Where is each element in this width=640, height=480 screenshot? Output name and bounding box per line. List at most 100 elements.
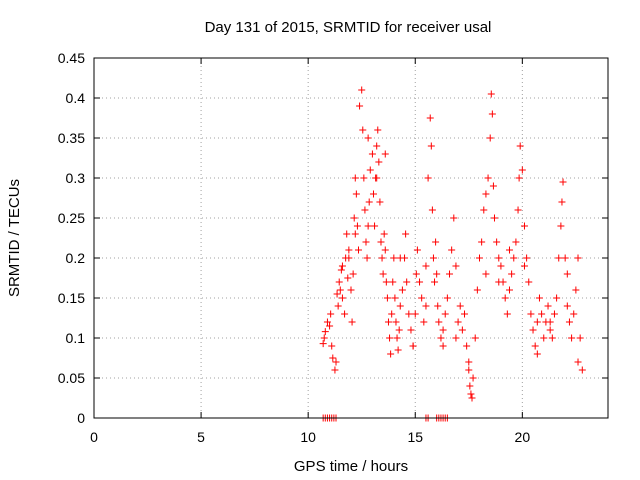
data-point — [390, 254, 398, 262]
data-point — [422, 262, 430, 270]
data-point — [501, 294, 509, 302]
data-point — [574, 254, 582, 262]
data-point — [435, 318, 443, 326]
data-point — [341, 310, 349, 318]
data-point — [563, 302, 571, 310]
data-point — [434, 302, 442, 310]
axis-ticks: 0 0.05 0.1 0.15 0.2 0.25 0.3 0.35 0.4 0.45 0 5 10 15 2… — [58, 50, 608, 445]
data-point — [446, 270, 454, 278]
y-tick-label: 0 — [77, 410, 85, 426]
data-point — [376, 198, 384, 206]
data-point — [405, 310, 413, 318]
data-point — [368, 150, 376, 158]
data-point — [356, 102, 364, 110]
data-point — [429, 254, 437, 262]
data-point — [345, 254, 353, 262]
data-point — [382, 278, 390, 286]
data-point — [505, 286, 513, 294]
data-point — [366, 166, 374, 174]
data-point — [418, 294, 426, 302]
data-point — [354, 246, 362, 254]
data-point — [565, 318, 573, 326]
data-point — [450, 214, 458, 222]
data-point — [482, 270, 490, 278]
data-point — [484, 174, 492, 182]
data-point — [463, 342, 471, 350]
data-point — [348, 318, 356, 326]
data-point — [508, 270, 516, 278]
data-point — [428, 206, 436, 214]
data-point — [495, 278, 503, 286]
y-tick-label: 0.3 — [66, 170, 86, 186]
data-point — [503, 310, 511, 318]
data-point — [391, 294, 399, 302]
data-point — [360, 174, 368, 182]
data-point — [374, 126, 382, 134]
data-point — [394, 346, 402, 354]
data-point — [333, 290, 341, 298]
data-point — [392, 318, 400, 326]
data-point — [495, 254, 503, 262]
data-point — [358, 86, 366, 94]
data-point — [337, 266, 345, 274]
y-axis-label: SRMTID / TECUs — [6, 179, 23, 297]
data-point — [328, 342, 336, 350]
data-point — [572, 286, 580, 294]
data-point — [458, 326, 466, 334]
data-point — [427, 142, 435, 150]
data-point — [361, 206, 369, 214]
data-point — [465, 366, 473, 374]
data-point — [512, 238, 520, 246]
data-point — [452, 262, 460, 270]
data-point — [437, 334, 445, 342]
y-tick-label: 0.4 — [66, 90, 86, 106]
data-point — [381, 150, 389, 158]
data-point — [332, 358, 340, 366]
data-point — [389, 278, 397, 286]
data-point — [489, 182, 497, 190]
data-point — [529, 326, 537, 334]
data-point — [535, 294, 543, 302]
data-point — [452, 334, 460, 342]
x-tick-label: 10 — [300, 429, 316, 445]
data-point — [441, 310, 449, 318]
y-tick-label: 0.05 — [58, 370, 85, 386]
data-point — [416, 278, 424, 286]
data-point — [412, 270, 420, 278]
data-point — [490, 214, 498, 222]
data-point — [363, 254, 371, 262]
data-point — [553, 294, 561, 302]
data-point — [480, 206, 488, 214]
data-point — [320, 334, 328, 342]
y-tick-label: 0.15 — [58, 290, 85, 306]
data-point — [398, 286, 406, 294]
data-point — [362, 238, 370, 246]
data-point — [422, 302, 430, 310]
data-point — [439, 342, 447, 350]
data-point — [510, 254, 518, 262]
data-point — [467, 390, 475, 398]
data-point — [373, 142, 381, 150]
data-point — [353, 222, 361, 230]
data-point — [487, 90, 495, 98]
data-point — [365, 198, 373, 206]
data-point — [546, 318, 554, 326]
data-point — [351, 174, 359, 182]
data-point — [326, 322, 334, 330]
data-point — [327, 310, 335, 318]
data-point — [352, 190, 360, 198]
data-point — [516, 142, 524, 150]
data-point — [420, 318, 428, 326]
data-point — [396, 254, 404, 262]
data-point — [350, 214, 358, 222]
data-point — [493, 238, 501, 246]
data-point — [576, 334, 584, 342]
y-tick-label: 0.2 — [66, 250, 86, 266]
data-point — [323, 318, 331, 326]
data-point — [347, 286, 355, 294]
chart-title: Day 131 of 2015, SRMTID for receiver usa… — [205, 19, 492, 36]
data-point — [381, 246, 389, 254]
data-point — [544, 302, 552, 310]
data-point — [471, 334, 479, 342]
data-point — [561, 254, 569, 262]
